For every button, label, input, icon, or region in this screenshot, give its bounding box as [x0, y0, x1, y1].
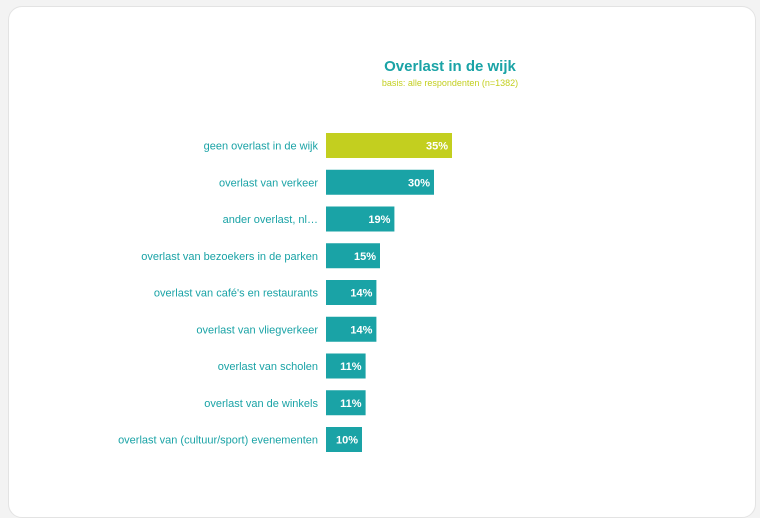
value-label: 15%: [354, 251, 376, 263]
category-label: overlast van scholen: [218, 361, 318, 373]
bar-5: [326, 316, 377, 342]
value-label: 14%: [350, 288, 372, 300]
bar-0: [326, 133, 452, 158]
category-label: overlast van de winkels: [204, 398, 318, 410]
value-label: 19%: [368, 214, 390, 226]
value-label: 11%: [340, 398, 362, 410]
category-label: overlast van vliegverkeer: [196, 324, 318, 336]
category-label: geen overlast in de wijk: [204, 141, 319, 153]
value-label: 30%: [408, 177, 430, 189]
chart-title: Overlast in de wijk: [384, 58, 516, 75]
category-label: overlast van café's en restaurants: [154, 288, 319, 300]
bar-2: [326, 206, 395, 232]
bar-3: [326, 243, 380, 269]
bar-6: [326, 353, 366, 379]
chart-card: [8, 6, 756, 518]
value-label: 10%: [336, 435, 358, 447]
value-label: 11%: [340, 361, 362, 373]
bar-1: [326, 169, 434, 195]
bar-4: [326, 280, 377, 305]
value-label: 35%: [426, 141, 448, 153]
value-label: 14%: [350, 324, 372, 336]
category-label: overlast van (cultuur/sport) evenementen: [118, 435, 318, 447]
category-label: overlast van bezoekers in de parken: [141, 251, 318, 263]
bar-8: [326, 427, 362, 452]
category-label: overlast van verkeer: [219, 177, 318, 189]
bars-group: geen overlast in de wijk 35% overlast van …: [118, 133, 452, 452]
chart-subtitle: basis: alle respondenten (n=1382): [381, 78, 519, 88]
category-label: ander overlast, nl…: [223, 214, 318, 226]
bar-7: [326, 390, 366, 416]
